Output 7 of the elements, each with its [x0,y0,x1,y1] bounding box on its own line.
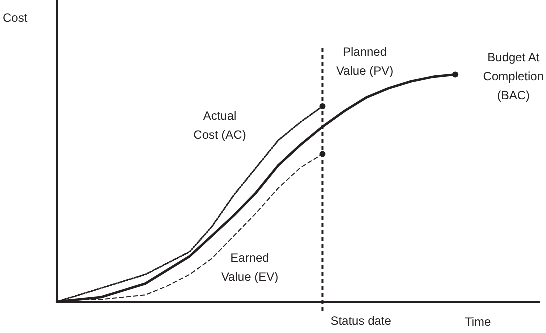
annotation: Budget At Completion (BAC) [483,50,544,103]
series-label: Earned Value (EV) [221,251,279,284]
x-axis-title: Time [465,315,492,329]
y-axis-title: Cost [3,11,28,25]
series-label: Planned Value (PV) [336,45,394,78]
text: Actual Cost (AC) [194,109,246,142]
text: Status date [330,314,392,328]
